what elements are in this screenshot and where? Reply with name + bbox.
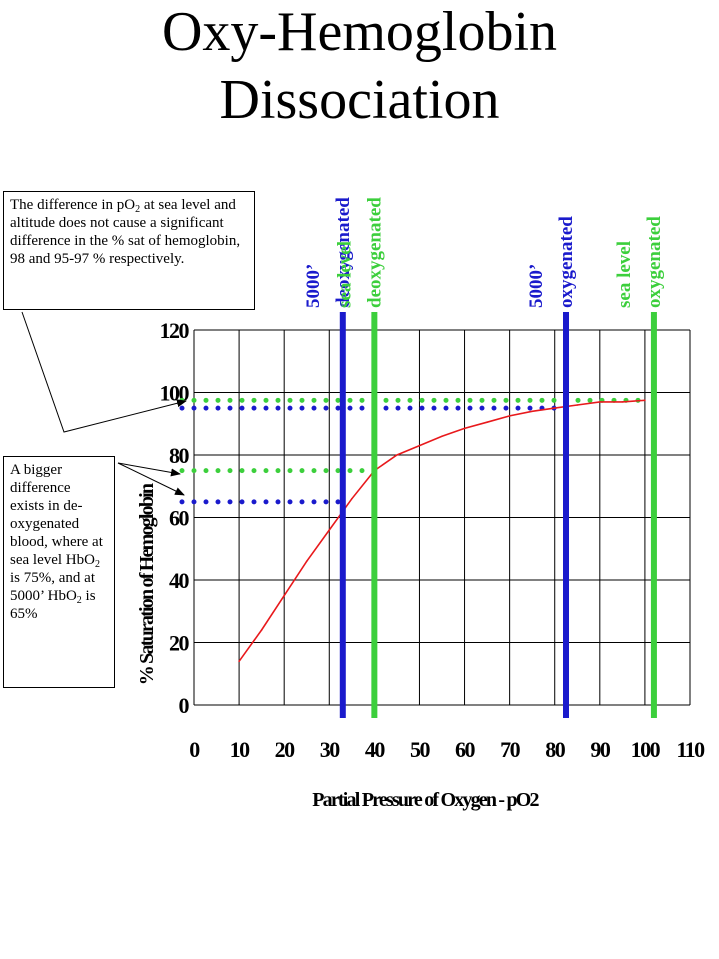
annotation2-text-a: A bigger difference exists in de-oxygena… xyxy=(10,462,103,568)
curve-point xyxy=(599,401,601,403)
vertical-line-label-2: oxygenated xyxy=(556,216,577,308)
annotation1-text-a: The difference in pO xyxy=(10,197,136,213)
dissociation-curve xyxy=(238,399,645,662)
curve-point xyxy=(396,454,398,456)
x-tick-label: 30 xyxy=(320,737,341,762)
x-tick-label: 100 xyxy=(631,737,661,762)
x-tick-label: 90 xyxy=(590,737,611,762)
x-tick-label: 0 xyxy=(189,737,200,762)
page-title-line1: Oxy-Hemoglobin xyxy=(161,1,558,63)
curve-point xyxy=(531,410,533,413)
curve-point xyxy=(441,435,443,438)
vertical-line-label-1: sea level xyxy=(614,241,635,308)
annotation2-arrow-upper xyxy=(117,462,181,477)
annotation2-text-c: is 65% xyxy=(10,588,96,622)
vertical-line-label-1: 5000’ xyxy=(303,264,324,308)
curve-point xyxy=(644,399,646,402)
curve-point xyxy=(238,660,240,663)
annotation2-subscript-1: 2 xyxy=(94,559,100,570)
curve-point xyxy=(576,404,579,406)
y-tick-label: 120 xyxy=(160,318,190,343)
annotation2-arrow-lower xyxy=(117,462,185,496)
y-tick-label: 80 xyxy=(169,443,190,468)
curve-point xyxy=(621,401,624,403)
curve-point xyxy=(283,594,285,597)
y-tick-label: 0 xyxy=(179,693,190,718)
vertical-line-label-1: sea level xyxy=(334,241,355,308)
x-tick-label: 80 xyxy=(545,737,566,762)
page-title-line2: Dissociation xyxy=(219,69,500,131)
x-tick-label: 70 xyxy=(500,737,521,762)
vertical-line-label-1: 5000’ xyxy=(526,264,547,308)
y-tick-label: 20 xyxy=(169,631,190,656)
x-tick-label: 10 xyxy=(230,737,251,762)
y-axis-title: % Saturation of Hemoglobin xyxy=(136,483,158,685)
curve-point xyxy=(328,529,331,531)
x-tick-label: 110 xyxy=(676,737,705,762)
vertical-line-label-2: deoxygenated xyxy=(364,197,385,308)
curve-point xyxy=(260,629,263,631)
curve-point xyxy=(553,407,556,409)
annotation1-arrow xyxy=(21,311,187,433)
curve-point xyxy=(463,427,466,430)
x-tick-label: 50 xyxy=(410,737,431,762)
annotation2-subscript-2: 2 xyxy=(76,595,82,606)
vertical-line-label-2: oxygenated xyxy=(644,216,665,308)
annotation-box-sea-level-vs-altitude: The difference in pO2 at sea level and a… xyxy=(3,191,255,310)
y-tick-label: 60 xyxy=(169,506,190,531)
curve-point xyxy=(418,444,421,447)
y-tick-label: 40 xyxy=(169,568,190,593)
curve-point xyxy=(351,497,353,500)
x-tick-label: 60 xyxy=(455,737,476,762)
x-axis-title: Partial Pressure of Oxygen - pO2 xyxy=(312,789,539,811)
x-tick-label: 20 xyxy=(275,737,296,762)
annotation1-text-b: at sea level and altitude does not cause… xyxy=(10,197,241,267)
curve-point xyxy=(486,421,488,423)
curve-point xyxy=(508,415,511,417)
vertical-line-label-2: deoxygenated xyxy=(333,197,354,308)
curve-point xyxy=(305,560,308,563)
annotation1-subscript: 2 xyxy=(135,204,141,215)
annotation2-text-b: is 75%, and at 5000’ HbO xyxy=(10,570,95,604)
x-tick-label: 40 xyxy=(365,737,386,762)
annotation-box-deoxygenated-difference: A bigger difference exists in de-oxygena… xyxy=(3,456,115,688)
